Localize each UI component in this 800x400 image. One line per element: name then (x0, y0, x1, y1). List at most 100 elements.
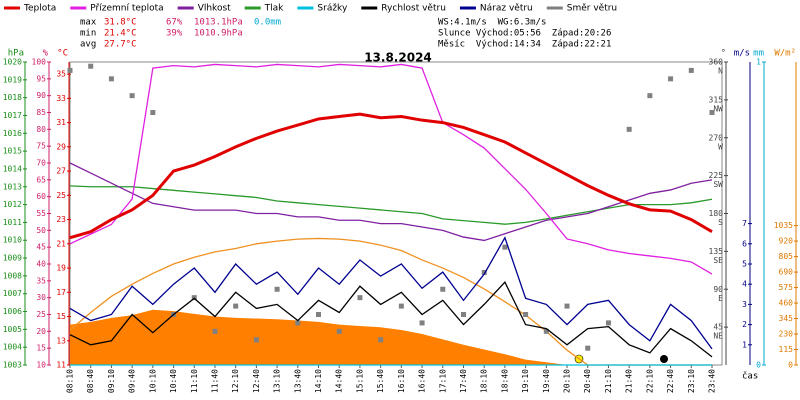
info-text: Slunce Východ:05:56 Západ:20:26 (438, 29, 611, 39)
direction-label: SE (713, 256, 723, 265)
y-tick-label: 575 (779, 283, 794, 292)
y-tick-label: 1004 (3, 343, 22, 352)
axis-title: % (43, 49, 49, 59)
direction-point (564, 303, 570, 309)
x-tick-label: 11:10 (190, 369, 199, 393)
y-tick-label: 4 (742, 280, 747, 289)
y-tick-label: 1013 (3, 182, 22, 191)
y-tick-label: 29 (56, 142, 66, 151)
direction-point (67, 67, 73, 73)
x-tick-label: 14:40 (335, 369, 344, 393)
direction-point (316, 312, 322, 317)
x-tick-label: 09:40 (128, 369, 137, 393)
legend-label: Přízemní teplota (90, 4, 163, 14)
y-tick-label: 35 (56, 70, 66, 79)
series-line (69, 281, 713, 358)
solar-area (70, 309, 712, 365)
y-tick-label: 315 (709, 95, 724, 104)
y-tick-label: 45 (36, 243, 46, 252)
y-tick-label: 1017 (3, 111, 22, 120)
legend-label: Náraz větru (480, 4, 533, 14)
x-tick-label: 15:40 (376, 369, 385, 393)
axis-title: °C (57, 49, 68, 59)
y-tick-label: 11 (56, 361, 66, 370)
stat-text: 1010.9hPa (194, 29, 243, 39)
y-tick-label: 7 (742, 219, 747, 228)
direction-point (688, 67, 694, 73)
x-tick-label: 21:10 (604, 369, 613, 393)
y-tick-label: 270 (709, 133, 724, 142)
x-tick-label: 10:10 (148, 369, 157, 393)
y-tick-label: 15 (56, 312, 66, 321)
y-tick-label: 5 (742, 260, 747, 269)
y-tick-label: 60 (36, 192, 46, 201)
y-tick-label: 65 (36, 175, 46, 184)
y-tick-label: 10 (36, 361, 46, 370)
moon-marker (660, 355, 668, 363)
x-tick-label: 22:10 (645, 369, 654, 393)
y-tick-label: 23 (56, 215, 66, 224)
direction-label: W (718, 142, 723, 151)
axis-title: hPa (8, 49, 24, 59)
x-tick-label: 18:10 (480, 369, 489, 393)
x-tick-label: 08:10 (66, 369, 75, 393)
y-tick-label: 460 (779, 299, 794, 308)
x-tick-label: 15:10 (355, 369, 364, 393)
x-tick-label: 13:10 (273, 369, 282, 393)
info-text: Měsíc Východ:14:34 Západ:22:21 (438, 40, 611, 50)
legend-label: Srážky (317, 4, 348, 14)
direction-point (419, 320, 425, 326)
y-tick-label: 95 (36, 74, 46, 83)
y-tick-label: 1019 (3, 75, 22, 84)
y-tick-label: 31 (56, 118, 66, 127)
y-tick-label: 33 (56, 94, 66, 103)
y-tick-label: 19 (56, 264, 66, 273)
y-tick-label: 1003 (3, 361, 22, 370)
y-tick-label: 805 (779, 252, 794, 261)
stat-text: 27.7°C (104, 40, 137, 50)
y-tick-label: 3 (742, 300, 747, 309)
y-tick-label: 1 (756, 58, 761, 67)
x-tick-label: 22:40 (666, 369, 675, 393)
y-tick-label: 50 (36, 226, 46, 235)
y-tick-label: 2 (742, 320, 747, 329)
y-tick-label: 25 (56, 191, 66, 200)
y-tick-label: 17 (56, 288, 66, 297)
direction-point (440, 286, 446, 292)
stat-text: 39% (166, 29, 183, 39)
y-tick-label: 225 (709, 171, 724, 180)
y-tick-label: 70 (36, 159, 46, 168)
axis-title: m/s (734, 49, 750, 59)
x-axis-label: čas (742, 371, 758, 382)
x-tick-label: 17:40 (459, 369, 468, 393)
y-tick-label: 40 (36, 260, 46, 269)
y-tick-label: 0 (756, 361, 761, 370)
direction-point (108, 76, 114, 82)
direction-point (212, 328, 218, 334)
direction-point (88, 63, 94, 69)
y-tick-label: 1011 (3, 218, 22, 227)
legend-label: Teplota (23, 4, 56, 14)
series-line (69, 236, 713, 350)
direction-point (543, 328, 549, 334)
direction-point (668, 76, 674, 82)
y-tick-label: 1012 (3, 200, 22, 209)
x-tick-label: 16:10 (397, 369, 406, 393)
x-tick-label: 19:40 (542, 369, 551, 393)
y-tick-label: 1006 (3, 307, 22, 316)
x-tick-label: 10:40 (169, 369, 178, 393)
direction-point (336, 328, 342, 334)
stat-text: 67% (166, 18, 183, 28)
axis-title: W/m² (774, 49, 796, 59)
series-line (69, 63, 713, 275)
y-tick-label: 1014 (3, 164, 22, 173)
stat-text: max (80, 18, 97, 28)
stat-text: 21.4°C (104, 29, 137, 39)
y-tick-label: 20 (36, 327, 46, 336)
legend-label: Rychlost větru (381, 4, 446, 14)
axis-title: mm (753, 49, 764, 59)
direction-label: S (718, 218, 723, 227)
y-tick-label: 920 (779, 237, 794, 246)
y-tick-label: 21 (56, 239, 66, 248)
